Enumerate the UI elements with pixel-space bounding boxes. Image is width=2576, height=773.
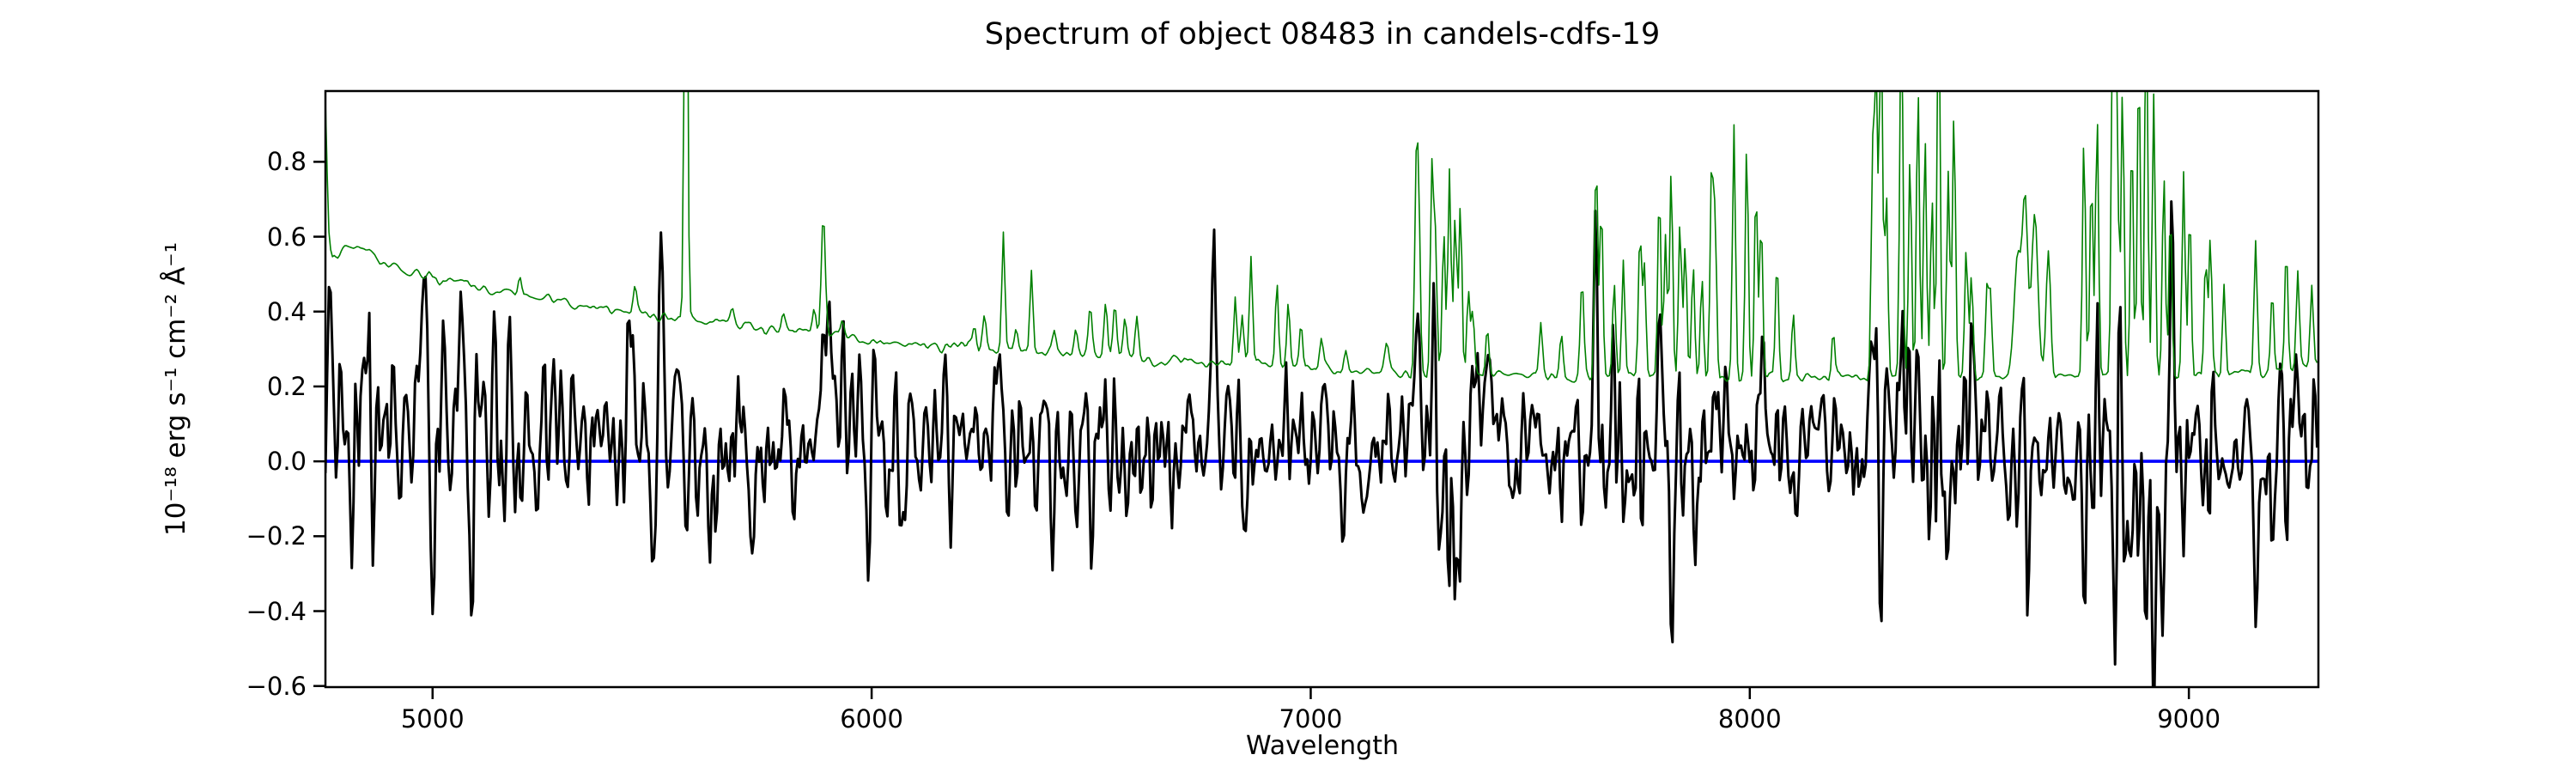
flux-spectrum-line <box>325 200 2318 687</box>
tick-marks <box>313 161 2190 699</box>
x-axis-label: Wavelength <box>1246 731 1399 761</box>
y-tick-label: 0.0 <box>266 447 307 477</box>
y-tick-label: 0.8 <box>266 147 307 177</box>
y-tick-label: −0.4 <box>246 596 307 626</box>
series-group <box>325 91 2318 687</box>
axes-spines <box>324 89 2320 689</box>
y-tick-label: 0.6 <box>266 222 307 252</box>
y-tick-label: 0.4 <box>266 296 307 326</box>
y-tick-label: −0.2 <box>246 521 307 551</box>
y-axis-label: 10⁻¹⁸ erg s⁻¹ cm⁻² Å⁻¹ <box>161 242 191 536</box>
noise-spectrum-line <box>325 91 2318 383</box>
y-tick-label: 0.2 <box>266 371 307 401</box>
x-tick-label: 7000 <box>1279 704 1343 733</box>
y-tick-label: −0.6 <box>246 671 307 701</box>
x-tick-label: 8000 <box>1717 704 1782 733</box>
x-tick-label: 5000 <box>400 704 465 733</box>
chart-title: Spectrum of object 08483 in candels-cdfs… <box>984 17 1661 52</box>
x-tick-label: 6000 <box>840 704 904 733</box>
x-tick-label: 9000 <box>2157 704 2221 733</box>
